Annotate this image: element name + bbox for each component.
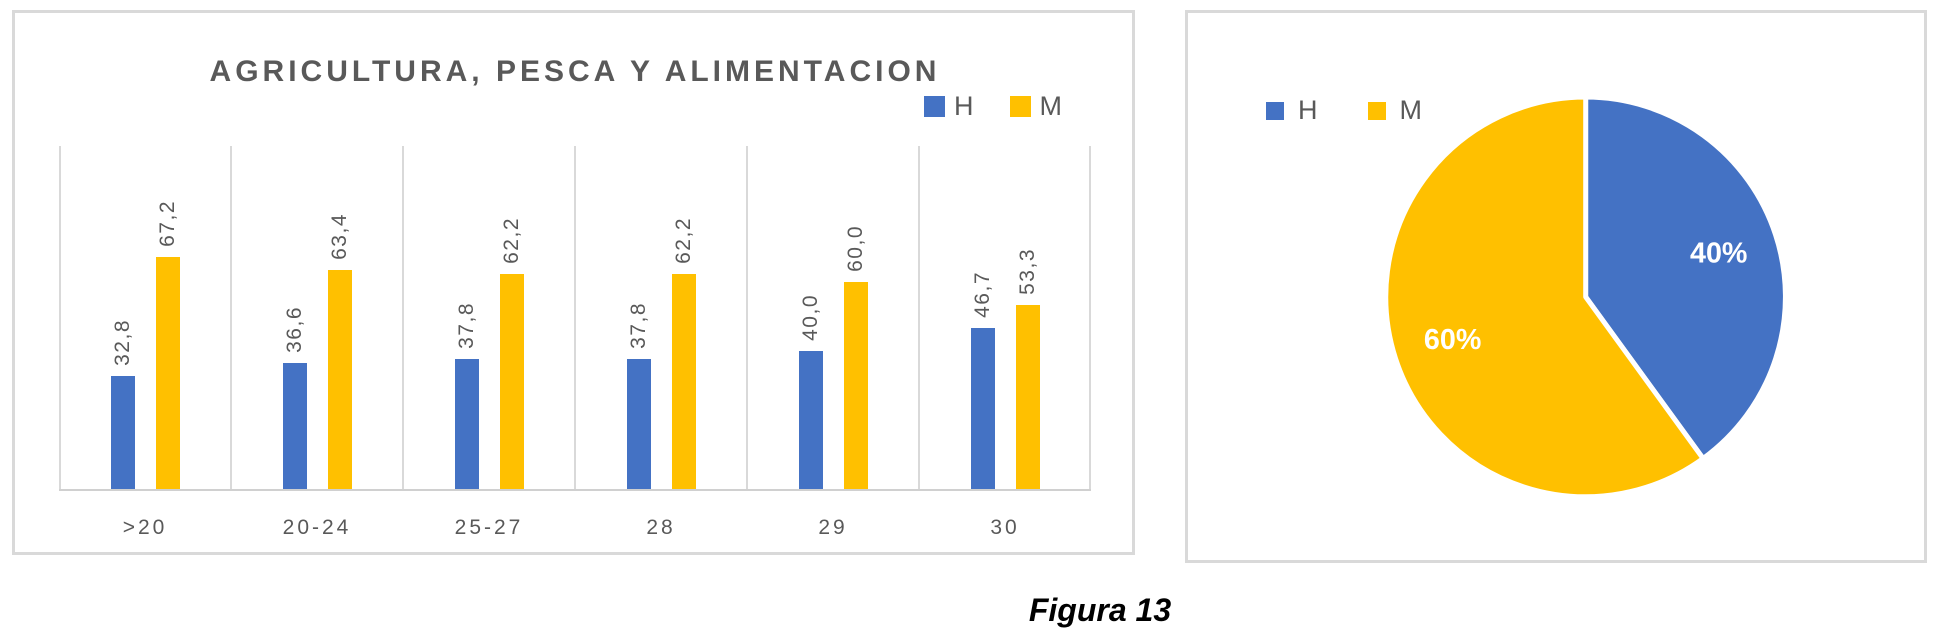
legend-label-h: H <box>1298 95 1318 125</box>
bar-x-axis-labels: >20 20-24 25-27 28 29 30 <box>59 516 1091 540</box>
legend-item-m: M <box>1009 91 1063 121</box>
pie-slice-m <box>1383 94 1706 500</box>
bar-category-label: 30 <box>990 516 1020 539</box>
legend-label-h: H <box>954 91 974 121</box>
bar-m-28 <box>672 274 696 489</box>
bar-category-label: 28 <box>646 516 676 539</box>
bar-value-label-m-28: 62,2 <box>672 217 695 264</box>
legend-item-h: H <box>924 93 974 120</box>
legend-swatch-m-icon <box>1009 96 1031 117</box>
bar-value-label-h-29: 40,0 <box>799 294 822 341</box>
bar-h->20 <box>111 376 135 489</box>
bar-chart-title: AGRICULTURA, PESCA Y ALIMENTACION <box>209 55 941 88</box>
pie-percent-label-h: 40% <box>1690 238 1747 270</box>
legend-item-h: H <box>1266 97 1318 124</box>
bar-h-25-27 <box>455 359 479 489</box>
legend-swatch-h-icon <box>1266 101 1284 120</box>
bar-category-label: 29 <box>818 516 848 539</box>
plot-gridline <box>59 146 61 489</box>
bar-category-label: 25-27 <box>454 516 524 539</box>
legend-item-m: M <box>1367 95 1423 125</box>
bar-value-label-m-20-24: 63,4 <box>328 213 351 260</box>
plot-gridline <box>230 146 232 489</box>
legend-swatch-m-icon <box>1367 101 1386 120</box>
bar-m-29 <box>844 282 868 489</box>
bar-value-label-m-30: 53,3 <box>1016 248 1039 295</box>
bar-value-label-m-29: 60,0 <box>844 225 867 272</box>
plot-gridline <box>402 146 404 489</box>
bar-h-20-24 <box>283 363 307 489</box>
bar-h-30 <box>971 328 995 489</box>
bar-value-label-h-20-24: 36,6 <box>283 306 306 353</box>
legend-swatch-h-icon <box>924 96 945 117</box>
bar-value-label-m->20: 67,2 <box>156 200 179 247</box>
bar-m-30 <box>1016 305 1040 489</box>
bar-h-29 <box>799 351 823 489</box>
figure-caption: Figura 13 <box>1028 592 1172 628</box>
plot-gridline <box>1089 146 1091 489</box>
plot-gridline <box>918 146 920 489</box>
bar-plot-area: 32,8 36,6 37,8 37,8 40,0 46,7 67,2 63,4 62,2 62,2… <box>59 146 1091 491</box>
bar-value-label-m-25-27: 62,2 <box>500 217 523 264</box>
bar-m->20 <box>156 257 180 489</box>
bar-value-label-h-28: 37,8 <box>627 302 650 349</box>
bar-h-28 <box>627 359 651 489</box>
plot-gridline <box>574 146 576 489</box>
bar-category-label: >20 <box>122 516 168 539</box>
pie-slice-h <box>1583 94 1788 461</box>
bar-value-label-h-30: 46,7 <box>971 271 994 318</box>
bar-m-20-24 <box>328 270 352 489</box>
bar-value-label-h->20: 32,8 <box>111 319 134 366</box>
legend-label-m: M <box>1039 91 1063 121</box>
bar-category-label: 20-24 <box>282 516 352 539</box>
legend-label-m: M <box>1399 95 1423 125</box>
pie-chart: 40% 60% <box>1383 94 1788 500</box>
bar-m-25-27 <box>500 274 524 489</box>
bar-value-label-h-25-27: 37,8 <box>455 302 478 349</box>
plot-gridline <box>746 146 748 489</box>
pie-percent-label-m: 60% <box>1424 324 1481 356</box>
